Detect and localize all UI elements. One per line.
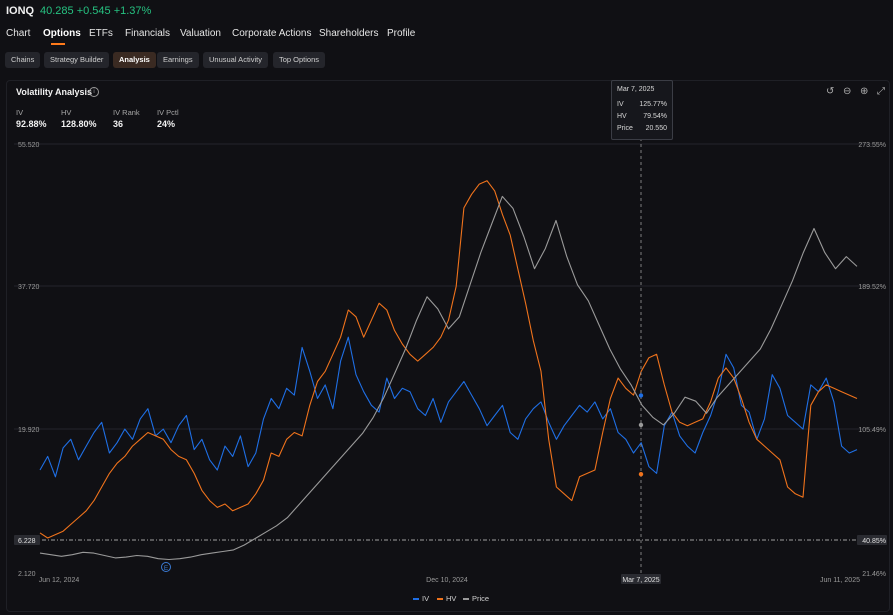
right-marker-label: 40.85% — [862, 538, 886, 545]
right-axis-tick-label: 189.52% — [858, 284, 886, 291]
panel-title: Volatility Analysis — [16, 87, 93, 97]
left-marker-badge — [14, 534, 40, 545]
stat-hv-label: HV — [61, 108, 72, 117]
legend-price-swatch — [463, 598, 469, 601]
legend-iv-swatch — [413, 598, 419, 601]
x-axis-tick-label: Jun 11, 2025 — [820, 577, 860, 584]
stat-ivrank-value: 36 — [113, 119, 124, 129]
price-change: 40.285 +0.545 +1.37% — [40, 5, 152, 17]
legend-hv-label: HV — [446, 594, 457, 603]
x-axis-tick-label: Dec 10, 2024 — [426, 577, 468, 584]
earnings-marker — [161, 562, 171, 572]
tooltip-price-value: 20.550 — [645, 125, 667, 132]
tab-options[interactable]: Options — [43, 28, 81, 39]
left-axis-tick-label: 19.920 — [18, 427, 40, 434]
legend-iv[interactable]: IV — [413, 594, 429, 603]
cursor-point-price — [638, 422, 644, 428]
cursor-point-iv — [638, 393, 644, 398]
zoom-out-icon[interactable]: ⊖ — [843, 86, 852, 97]
tab-financials[interactable]: Financials — [125, 28, 171, 39]
legend-iv-label: IV — [422, 594, 430, 603]
tooltip-price-label: Price — [617, 125, 633, 132]
chart-legend: IV HV Price — [0, 594, 893, 606]
left-axis-tick-label: 2.120 — [18, 571, 36, 578]
subtab-unusual-activity[interactable]: Unusual Activity — [203, 52, 268, 68]
series-line-price — [39, 195, 858, 561]
right-axis-tick-label: 273.55% — [858, 142, 886, 149]
right-axis-tick-label: 105.49% — [858, 427, 886, 434]
x-axis-tick-label: Jun 12, 2024 — [39, 577, 80, 584]
legend-price-label: Price — [472, 594, 490, 603]
subtab-strategy-builder[interactable]: Strategy Builder — [44, 52, 110, 68]
stat-iv-label: IV — [16, 108, 24, 117]
reset-icon[interactable]: ↺ — [826, 86, 835, 97]
stat-ivpctl-label: IV Pctl — [157, 108, 179, 117]
legend-hv-swatch — [437, 598, 443, 601]
tooltip-iv-label: IV — [617, 101, 624, 108]
stat-iv-value: 92.88% — [16, 119, 47, 129]
subtab-earnings[interactable]: Earnings — [157, 52, 199, 68]
cursor-date-badge — [621, 574, 661, 584]
stat-ivrank-label: IV Rank — [113, 108, 140, 117]
tooltip-hv-label: HV — [617, 113, 627, 120]
info-icon[interactable]: i — [89, 87, 99, 97]
legend-hv[interactable]: HV — [437, 594, 456, 603]
stat-ivpctl-value: 24% — [157, 119, 176, 129]
fullscreen-icon[interactable]: ⤢ — [877, 86, 885, 97]
tooltip-iv-value: 125.77% — [639, 101, 667, 108]
subtab-analysis[interactable]: Analysis — [113, 52, 156, 68]
left-axis-tick-label: 55.520 — [18, 142, 40, 149]
tab-shareholders[interactable]: Shareholders — [319, 28, 379, 39]
active-tab-indicator — [51, 43, 65, 45]
series-line-hv — [39, 180, 858, 539]
x-axis-tick-label: Mar 7, 2025 — [622, 577, 659, 584]
right-marker-badge — [857, 534, 887, 545]
crosshair-tooltip: Mar 7, 2025 IV 125.77% HV 79.54% Price 2… — [611, 80, 673, 140]
ticker-symbol: IONQ — [6, 5, 35, 17]
left-marker-label: 6.228 — [18, 538, 36, 545]
zoom-in-icon[interactable]: ⊕ — [860, 86, 869, 97]
earnings-marker-label: E — [164, 565, 169, 572]
left-axis-tick-label: 37.720 — [18, 284, 40, 291]
quote-header: IONQ 40.285 +0.545 +1.37% — [0, 0, 893, 22]
tab-profile[interactable]: Profile — [387, 28, 416, 39]
subtab-top-options[interactable]: Top Options — [273, 52, 326, 68]
right-axis-tick-label: 21.46% — [862, 571, 886, 578]
tab-corporate-actions[interactable]: Corporate Actions — [232, 28, 312, 39]
tooltip-date: Mar 7, 2025 — [617, 86, 655, 93]
cursor-point-hv — [638, 471, 644, 477]
tab-chart[interactable]: Chart — [6, 28, 31, 39]
tab-valuation[interactable]: Valuation — [180, 28, 221, 39]
volatility-panel — [6, 80, 890, 612]
stat-hv-value: 128.80% — [61, 119, 97, 129]
legend-price[interactable]: Price — [463, 594, 489, 603]
series-line-iv — [39, 336, 858, 478]
tooltip-hv-value: 79.54% — [643, 113, 667, 120]
subtab-chains[interactable]: Chains — [5, 52, 41, 68]
tab-etfs[interactable]: ETFs — [89, 28, 113, 39]
